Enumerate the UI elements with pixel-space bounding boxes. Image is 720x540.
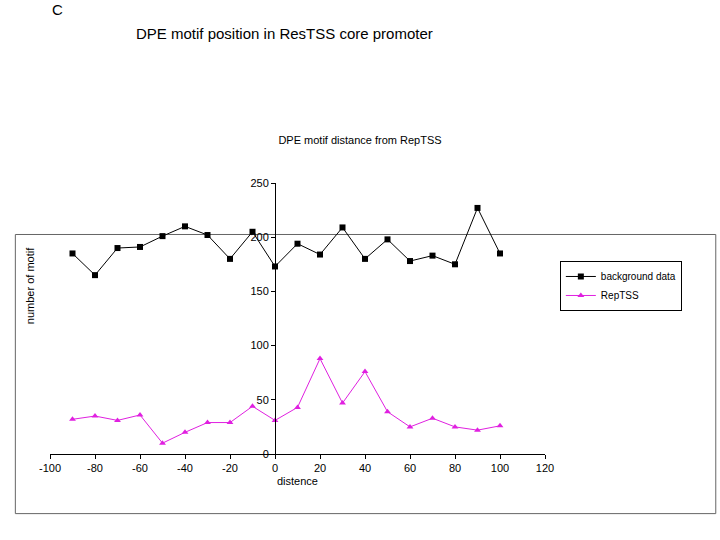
svg-text:distence: distence [277,475,318,487]
svg-text:background data: background data [601,271,676,282]
svg-text:0: 0 [272,462,278,474]
svg-text:80: 80 [449,462,461,474]
svg-text:-80: -80 [87,462,103,474]
svg-text:60: 60 [404,462,416,474]
svg-text:20: 20 [314,462,326,474]
svg-text:40: 40 [359,462,371,474]
svg-text:RepTSS: RepTSS [601,290,639,301]
svg-text:100: 100 [250,339,268,351]
svg-text:50: 50 [257,394,269,406]
svg-text:200: 200 [250,231,268,243]
svg-text:DPE motif distance from RepTSS: DPE motif distance from RepTSS [278,134,441,146]
svg-text:C: C [52,1,63,18]
svg-text:0: 0 [263,448,269,460]
svg-text:DPE motif position in ResTSS c: DPE motif position in ResTSS core promot… [136,25,433,42]
svg-text:number of motif: number of motif [24,247,36,324]
svg-text:120: 120 [536,462,554,474]
svg-text:-40: -40 [177,462,193,474]
svg-text:-100: -100 [39,462,61,474]
svg-text:100: 100 [491,462,509,474]
svg-text:250: 250 [250,177,268,189]
svg-text:150: 150 [250,285,268,297]
svg-text:-60: -60 [132,462,148,474]
svg-text:-20: -20 [222,462,238,474]
